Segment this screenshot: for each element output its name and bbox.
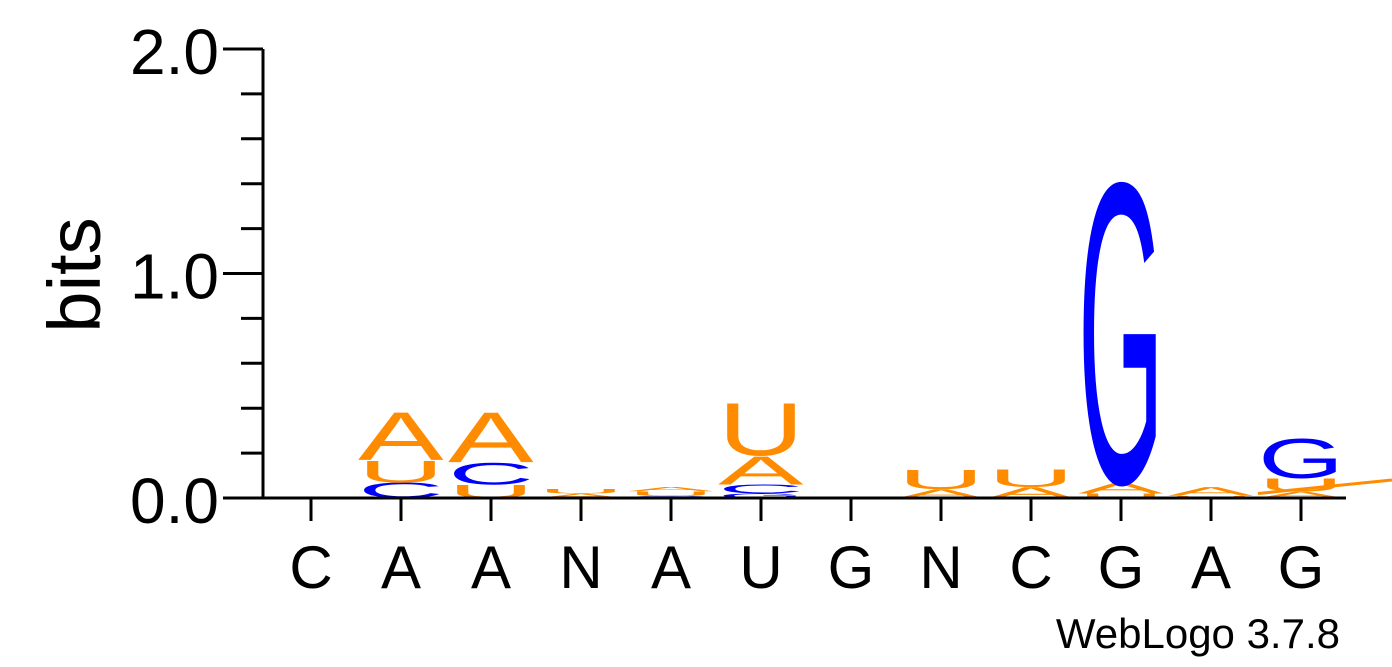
x-tick-label: A (381, 534, 421, 601)
x-tick-label: N (919, 534, 962, 601)
logo-letter-a: A (448, 398, 534, 478)
logo-letter-g: G (1078, 93, 1164, 574)
x-tick-label: G (828, 534, 875, 601)
logo-letter-c: C (448, 457, 534, 492)
x-tick-label: G (1278, 534, 1325, 601)
y-axis-label: bits (33, 217, 116, 332)
weblogo-version-label: WebLogo 3.7.8 (1056, 610, 1340, 657)
x-tick-label: C (289, 534, 332, 601)
tick-marks (223, 47, 1303, 521)
logo-letter-u: U (1078, 492, 1164, 499)
logo-letter-u: U (538, 488, 624, 495)
x-tick-label: G (1098, 534, 1145, 601)
logo-letter-a: A (628, 486, 714, 493)
logo-letter-g: G (1258, 427, 1344, 490)
logo-letter-u: U (898, 464, 984, 495)
logo-letter-a: A (718, 448, 804, 493)
logo-letter-a: A (1258, 490, 1344, 500)
x-tick-label: C (1009, 534, 1052, 601)
logo-letter-a: A (538, 492, 624, 499)
y-tick-label: 2.0 (130, 16, 219, 88)
logo-letter-c: C (718, 482, 804, 496)
logo-letter-g: G (718, 492, 804, 499)
y-tick-labels: 0.0 1.0 2.0 (130, 16, 219, 537)
y-tick-label: 0.0 (130, 465, 219, 537)
logo-letter-u: U (988, 464, 1074, 492)
x-tick-label: U (739, 534, 782, 601)
logo-letter-u: U (718, 388, 804, 472)
x-tick-label: A (651, 534, 691, 601)
x-tick-label: A (1191, 534, 1231, 601)
x-tick-label: A (471, 534, 511, 601)
logo-letter-a: A (1078, 480, 1164, 497)
logo-letter-u: U (358, 454, 444, 489)
logo-letter-a: A (358, 398, 444, 475)
tail-line (1257, 478, 1392, 496)
logo-letter-u: U (628, 490, 714, 497)
x-tick-label: N (559, 534, 602, 601)
logo-letter-a: A (1168, 485, 1254, 499)
y-tick-label: 1.0 (130, 241, 219, 313)
